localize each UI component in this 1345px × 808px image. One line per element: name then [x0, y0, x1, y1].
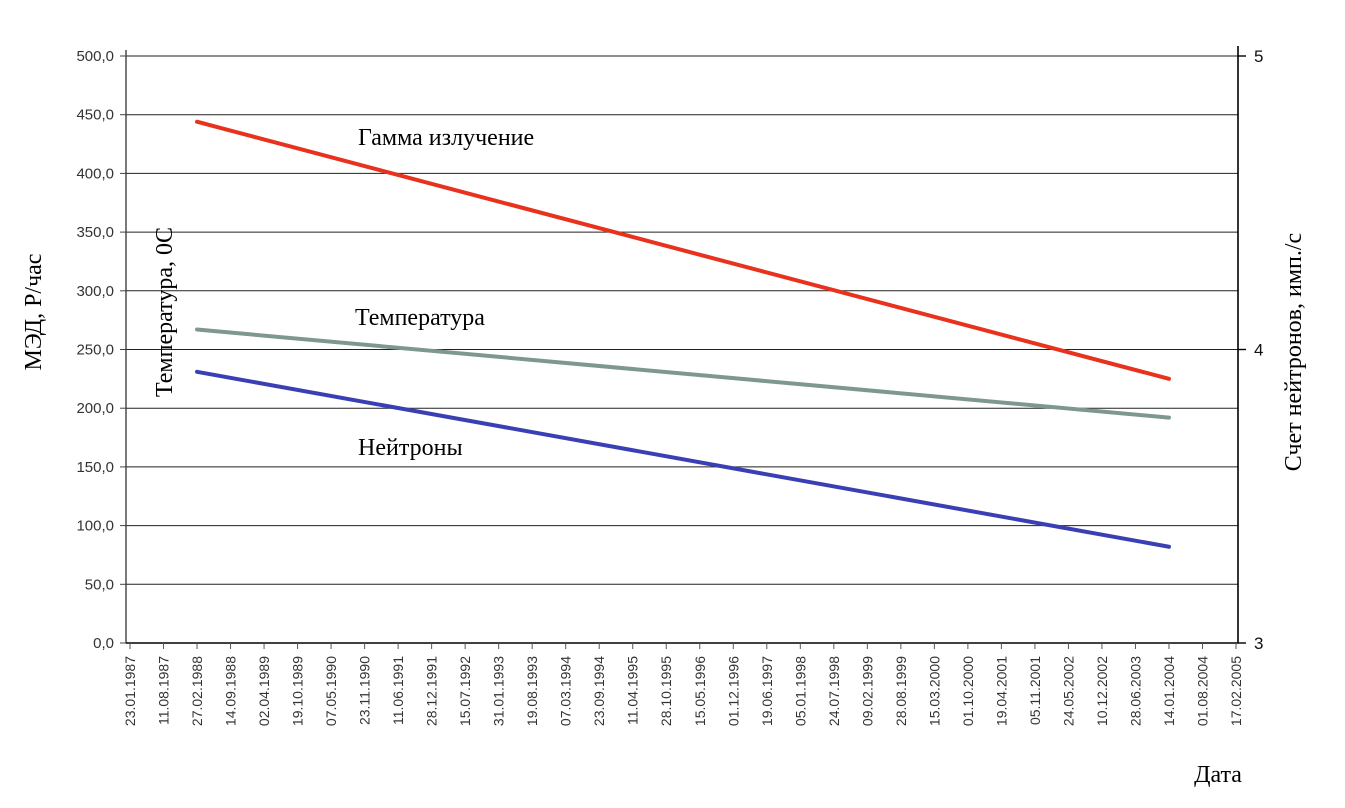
x-tick-label: 24.07.1998 — [826, 656, 842, 726]
series-lines — [195, 119, 1171, 549]
x-tick-label: 15.05.1996 — [692, 656, 708, 726]
x-tick-label: 19.08.1993 — [524, 656, 540, 726]
x-tick-label: 14.01.2004 — [1161, 656, 1177, 726]
x-tick-label: 19.10.1989 — [290, 656, 306, 726]
x-tick-label: 14.09.1988 — [223, 656, 239, 726]
x-tick-label: 28.08.1999 — [893, 656, 909, 726]
x-tick-label: 15.07.1992 — [457, 656, 473, 726]
x-tick-label: 28.10.1995 — [658, 656, 674, 726]
x-axis-title: Дата — [1194, 762, 1242, 788]
series-label-temperature: Температура — [355, 305, 485, 331]
x-tick-label: 23.11.1990 — [357, 656, 373, 725]
x-tick-label: 09.02.1999 — [859, 656, 875, 726]
x-tick-label: 15.03.2000 — [926, 656, 942, 726]
left-tick-label: 150,0 — [76, 459, 114, 476]
right-tick-label: 5 — [1254, 47, 1263, 66]
left-tick-label: 500,0 — [76, 48, 114, 65]
left-tick-label: 300,0 — [76, 283, 114, 300]
left-tick-label: 450,0 — [76, 107, 114, 124]
x-tick-label: 27.02.1988 — [189, 656, 205, 726]
x-tick-label: 17.02.2005 — [1228, 656, 1244, 726]
series-label-gamma: Гамма излучение — [358, 125, 534, 151]
x-axis-ticks: 23.01.1987 11.08.1987 27.02.1988 14.09.1988… — [122, 643, 1244, 726]
series-line-2 — [195, 369, 1171, 549]
right-axis-ticks: 3 4 5 — [1238, 47, 1263, 653]
x-tick-label: 02.04.1989 — [256, 656, 272, 726]
left-axis-ticks: 0,0 50,0 100,0 150,0 200,0 250,0 300,0 350,0 400… — [76, 48, 126, 652]
x-tick-label: 05.01.1998 — [792, 656, 808, 726]
x-tick-label: 24.05.2002 — [1060, 656, 1076, 726]
left-tick-label: 100,0 — [76, 518, 114, 535]
left-tick-label: 250,0 — [76, 342, 114, 359]
x-tick-label: 01.12.1996 — [725, 656, 741, 726]
series-line-0 — [195, 119, 1171, 381]
x-tick-label: 19.06.1997 — [759, 656, 775, 726]
x-tick-label: 01.08.2004 — [1194, 656, 1210, 726]
x-tick-label: 28.06.2003 — [1127, 656, 1143, 726]
x-tick-label: 05.11.2001 — [1027, 656, 1043, 725]
x-tick-label: 19.04.2001 — [993, 656, 1009, 726]
grid-lines — [126, 55, 1238, 585]
y-axis-left-inner-title: Температура, 0С — [152, 227, 178, 397]
right-tick-label: 4 — [1254, 341, 1263, 360]
x-tick-label: 10.12.2002 — [1094, 656, 1110, 726]
left-tick-label: 400,0 — [76, 165, 114, 182]
series-label-neutrons: Нейтроны — [358, 435, 463, 461]
y-axis-right-title: Счет нейтронов, имп./с — [1281, 233, 1307, 471]
left-tick-label: 350,0 — [76, 224, 114, 241]
left-tick-label: 200,0 — [76, 400, 114, 417]
axes — [125, 46, 1239, 644]
series-line-1 — [195, 327, 1171, 420]
right-tick-label: 3 — [1254, 634, 1263, 653]
left-tick-label: 0,0 — [93, 635, 114, 652]
x-tick-label: 28.12.1991 — [424, 656, 440, 726]
x-tick-label: 07.03.1994 — [558, 656, 574, 726]
x-tick-label: 11.04.1995 — [625, 656, 641, 725]
x-tick-label: 11.06.1991 — [390, 656, 406, 725]
x-tick-label: 07.05.1990 — [323, 656, 339, 726]
y-axis-left-title: МЭД, Р/час — [21, 254, 47, 371]
x-tick-label: 01.10.2000 — [960, 656, 976, 726]
x-tick-label: 31.01.1993 — [491, 656, 507, 726]
x-tick-label: 23.01.1987 — [122, 656, 138, 726]
x-tick-label: 11.08.1987 — [156, 656, 172, 725]
left-tick-label: 50,0 — [85, 576, 114, 593]
x-tick-label: 23.09.1994 — [591, 656, 607, 726]
